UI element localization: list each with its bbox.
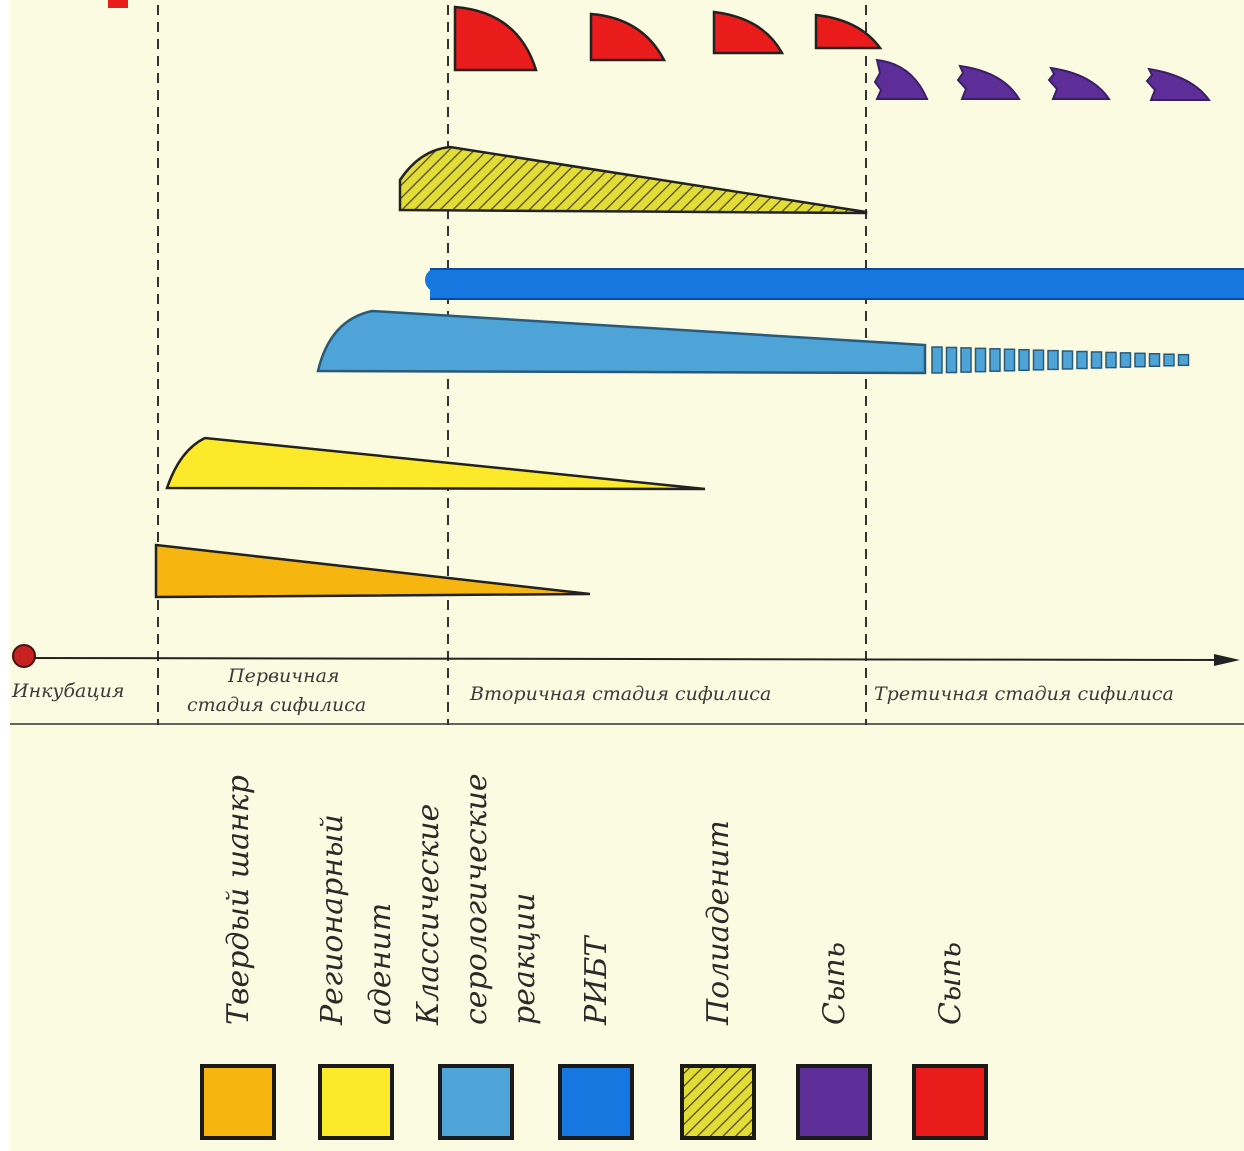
serology-fading-segments: [931, 346, 1190, 374]
legend-label: РИБТ: [579, 935, 614, 1026]
legend-label: реакции: [507, 893, 542, 1025]
serology-segment: [1105, 351, 1117, 369]
rash-red-mark: [814, 13, 883, 50]
serology-segment: [1163, 353, 1175, 367]
legend-swatch: [912, 1064, 988, 1140]
serology-segment: [989, 348, 1001, 372]
rash-purple-mark: [873, 58, 929, 100]
legend-swatch: [200, 1064, 276, 1140]
serology-segment: [1134, 352, 1146, 368]
ribt-bar-start: [425, 268, 449, 292]
serology-segment: [1032, 349, 1045, 371]
serology-segment: [1061, 350, 1074, 370]
legend-label: Сыпь: [933, 942, 968, 1025]
regionarnyi-adenit-bar: [165, 436, 706, 491]
serology-segment: [960, 347, 972, 373]
stage-label-secondary: Вторичная стадия сифилиса: [469, 683, 771, 705]
serology-segment: [1018, 348, 1030, 372]
tvyordyi-shankr-bar: [154, 543, 591, 599]
serology-segment: [1119, 352, 1132, 368]
legend-label: Регионарный: [315, 814, 350, 1026]
time-axis-arrowhead: [1214, 654, 1240, 666]
infection-point-icon: [12, 644, 36, 668]
rash-red-mark: [712, 10, 785, 55]
legend-label: Классические: [411, 804, 446, 1026]
legend-swatch: [558, 1064, 634, 1140]
stage-label-tertiary: Третичная стадия сифилиса: [874, 683, 1174, 705]
red-corner-mark: [108, 0, 128, 8]
rash-red-mark: [589, 12, 667, 62]
serology-bar: [316, 309, 927, 375]
legend-label: серологические: [459, 773, 494, 1025]
serology-segment: [1003, 348, 1016, 372]
legend: Твердый шанкр Регионарный аденит Классическ…: [200, 773, 988, 1140]
poliadenit-bar: [398, 145, 868, 215]
serology-segment: [1076, 350, 1088, 370]
rash-purple-mark: [1047, 66, 1111, 100]
legend-swatch: [438, 1064, 514, 1140]
stage-label-primary-line2: стадия сифилиса: [187, 694, 366, 716]
legend-label: аденит: [363, 903, 398, 1025]
rash-purple-mark: [956, 64, 1021, 100]
stage-label-incubation: Инкубация: [11, 680, 124, 702]
legend-swatch: [680, 1064, 756, 1140]
serology-segment: [931, 346, 943, 374]
legend-swatch: [796, 1064, 872, 1140]
ribt-bar: [425, 268, 1244, 300]
legend-label: Сыпь: [817, 942, 852, 1025]
serology-segment: [1047, 349, 1059, 371]
legend-swatch: [318, 1064, 394, 1140]
legend-label: Твердый шанкр: [221, 775, 256, 1025]
serology-segment: [1177, 353, 1190, 367]
serology-segment: [1148, 353, 1161, 367]
stage-label-primary-line1: Первичная: [227, 665, 340, 687]
rash-purple-series: [873, 58, 1211, 101]
serology-segment: [1090, 351, 1103, 369]
rash-red-series: [453, 5, 883, 72]
serology-segment: [974, 347, 987, 373]
time-axis: [10, 644, 1244, 725]
time-axis-line: [19, 657, 1229, 661]
rash-purple-mark: [1145, 67, 1211, 101]
rash-red-mark: [453, 5, 538, 72]
legend-label: Полиаденит: [701, 820, 736, 1026]
serology-segment: [945, 346, 958, 374]
ribt-bar-body: [430, 270, 1244, 299]
